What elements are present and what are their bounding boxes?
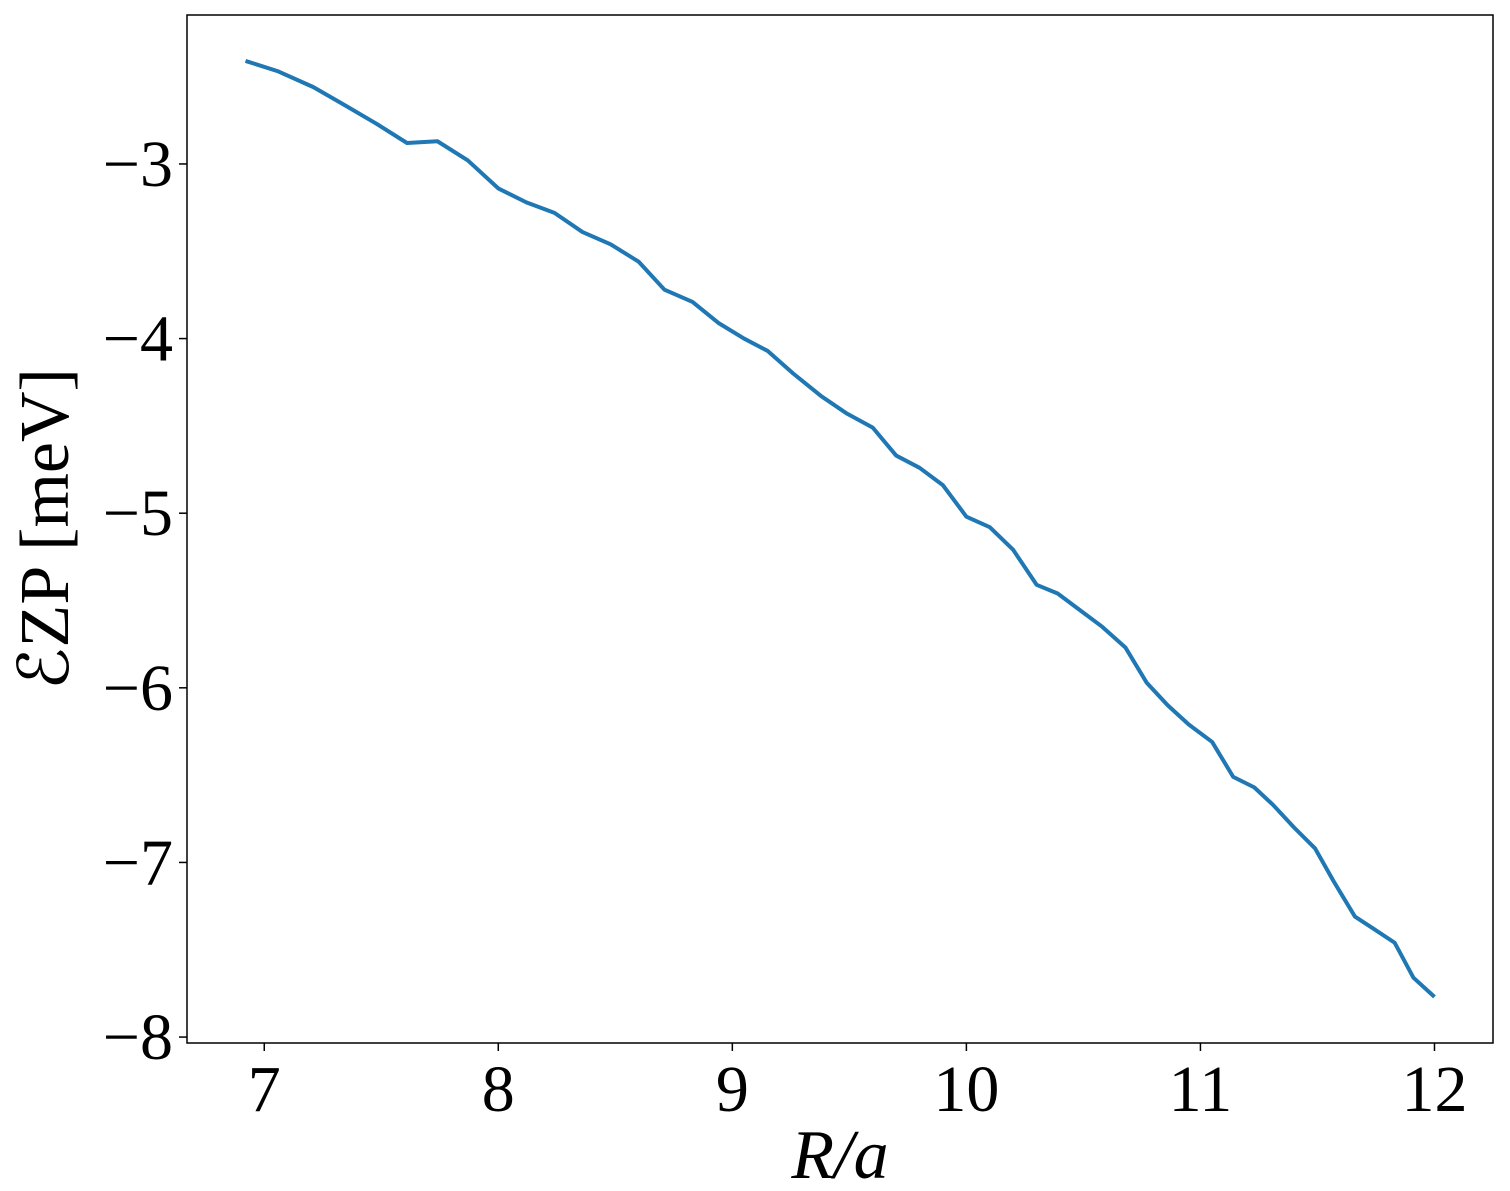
y-axis-label: ℰZP [meV] (7, 368, 84, 690)
x-tick-label: 10 (933, 1053, 999, 1126)
x-tick-label: 11 (1169, 1053, 1233, 1126)
y-tick-label: −8 (103, 1001, 173, 1074)
data-line (244, 59, 1436, 999)
x-tick-label: 7 (248, 1053, 281, 1126)
y-tick-label: −3 (103, 128, 173, 201)
y-tick-label: −4 (103, 303, 173, 376)
x-axis-label: R/a (790, 1117, 888, 1191)
y-tick-label: −5 (103, 477, 173, 550)
plot-frame (186, 14, 1494, 1044)
y-tick-label: −6 (103, 652, 173, 725)
x-tick-label: 8 (482, 1053, 515, 1126)
y-tick-label: −7 (103, 826, 173, 899)
x-tick-label: 9 (716, 1053, 749, 1126)
x-tick-label: 12 (1401, 1053, 1467, 1126)
